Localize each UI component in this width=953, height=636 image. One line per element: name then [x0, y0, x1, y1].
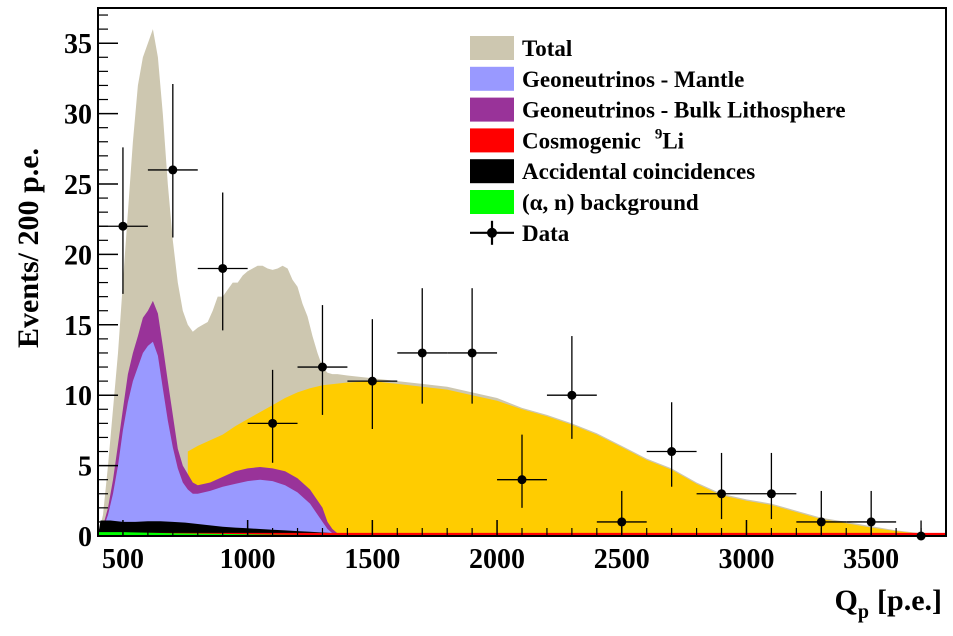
legend: Total Geoneutrinos - Mantle Geoneutrinos -…	[470, 36, 846, 246]
x-tick-label: 1500	[344, 544, 400, 575]
axes-group: 500 1000 1500 2000 2500 3000 3500 0 5 10 15 20 25 30 3…	[64, 14, 947, 575]
data-marker	[717, 489, 727, 499]
y-axis-label: Events/ 200 p.e.	[12, 148, 45, 348]
y-tick-label: 0	[78, 522, 92, 553]
x-tick-label: 2500	[594, 544, 650, 575]
x-tick-label: 500	[102, 544, 144, 575]
legend-label: (α, n) background	[522, 190, 699, 215]
legend-item-cosmogenic: Cosmogenic 9Li	[470, 126, 685, 153]
data-marker	[816, 517, 826, 527]
y-tick-label: 30	[64, 100, 92, 131]
data-point	[746, 452, 797, 520]
legend-swatch	[470, 128, 514, 153]
data-point	[247, 369, 298, 463]
x-tick-label: 1000	[220, 544, 276, 575]
data-point	[696, 452, 747, 520]
data-marker	[667, 447, 677, 457]
legend-swatch-marker	[487, 227, 497, 238]
y-tick-label: 5	[78, 452, 92, 483]
data-marker	[417, 348, 427, 358]
legend-label-text: Geoneutrinos - Bulk Lithosphere	[522, 98, 846, 123]
data-point	[147, 84, 198, 238]
data-points-group	[98, 84, 926, 541]
x-tick-label: 2000	[469, 544, 525, 575]
y-tick-label: 10	[64, 381, 92, 412]
legend-swatch	[470, 97, 514, 122]
y-tick-label: 25	[64, 170, 92, 201]
x-tick-label: 3500	[843, 544, 899, 575]
legend-item-mantle: Geoneutrinos - Mantle	[470, 66, 744, 92]
area-mantle	[98, 341, 338, 536]
x-axis-label: Qp [p.e.]	[835, 584, 942, 623]
area-series-group	[98, 29, 947, 536]
data-marker	[317, 362, 327, 372]
legend-swatch	[470, 159, 514, 184]
legend-label: Total	[522, 36, 572, 61]
legend-swatch	[470, 66, 514, 91]
legend-swatch	[470, 190, 514, 214]
legend-label-suffix: Li	[662, 128, 684, 153]
legend-label-text: (α, n) background	[522, 190, 699, 215]
data-point	[397, 288, 448, 404]
data-point	[297, 305, 348, 415]
data-marker	[766, 489, 776, 499]
x-axis-label-subscript: p	[858, 601, 869, 623]
data-point	[447, 288, 498, 404]
data-marker	[567, 390, 577, 400]
legend-item-accidental: Accidental coincidences	[470, 159, 755, 184]
legend-label-text: Geoneutrinos - Mantle	[522, 67, 744, 92]
data-point	[347, 319, 398, 429]
legend-label: Accidental coincidences	[522, 159, 755, 184]
x-axis-label-main: Q	[835, 584, 858, 617]
data-marker	[268, 418, 278, 428]
data-marker	[467, 348, 477, 358]
legend-label: Data	[522, 221, 570, 246]
legend-label: Geoneutrinos - Mantle	[522, 67, 744, 92]
x-tick-label: 3000	[718, 544, 774, 575]
y-tick-label: 35	[64, 29, 92, 60]
legend-label-text: Accidental coincidences	[522, 159, 755, 184]
legend-label-superscript: 9	[655, 126, 663, 142]
y-tick-label: 15	[64, 311, 92, 342]
legend-label-text: Total	[522, 36, 572, 61]
legend-label-text: Cosmogenic	[522, 128, 641, 153]
y-tick-label: 20	[64, 240, 92, 271]
data-marker	[168, 165, 178, 175]
legend-item-lithosphere: Geoneutrinos - Bulk Lithosphere	[470, 97, 846, 123]
legend-item-alpha_n: (α, n) background	[470, 190, 699, 215]
area-reactor	[187, 381, 947, 536]
legend-label: Geoneutrinos - Bulk Lithosphere	[522, 98, 846, 123]
legend-swatch	[470, 36, 514, 60]
data-point	[197, 192, 248, 331]
legend-label: Cosmogenic 9Li	[522, 126, 685, 153]
data-marker	[367, 376, 377, 386]
legend-item-data: Data	[470, 220, 570, 246]
x-axis-label-unit: [p.e.]	[877, 584, 942, 617]
data-point	[546, 336, 597, 439]
data-marker	[118, 221, 128, 231]
data-marker	[517, 475, 527, 485]
area-accidental	[98, 520, 373, 536]
legend-label-text: Data	[522, 221, 570, 246]
data-point	[497, 434, 547, 508]
data-point	[646, 402, 697, 487]
legend-item-total: Total	[470, 36, 572, 61]
data-marker	[218, 263, 228, 273]
